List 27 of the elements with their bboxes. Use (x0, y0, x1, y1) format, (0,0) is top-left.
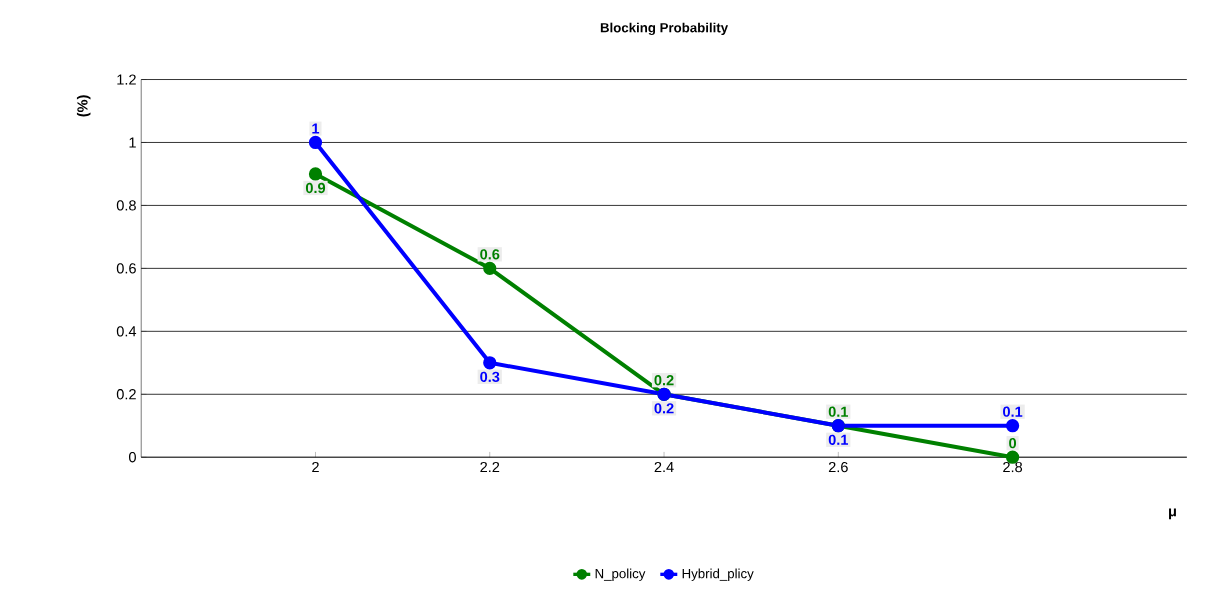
data-label: 0.2 (654, 374, 674, 386)
x-axis-title: μ (1169, 508, 1176, 519)
data-label: 1 (312, 123, 320, 134)
data-label: 0.6 (480, 248, 500, 260)
data-label: 0.9 (305, 182, 326, 193)
legend-label: Hybrid_plicy (682, 568, 754, 581)
legend-label: N_policy (595, 568, 646, 581)
data-label: 0.1 (828, 406, 849, 417)
data-label: 0 (1009, 437, 1017, 449)
data-label: 0.2 (654, 402, 674, 414)
x-tick-label: 2 (312, 461, 319, 472)
x-tick-label: 2.2 (480, 461, 500, 472)
x-tick-label: 2.8 (1003, 461, 1023, 473)
y-tick-label: 0.4 (116, 325, 137, 337)
y-tick-label: 0 (128, 451, 136, 463)
x-tick-label: 2.6 (828, 461, 848, 473)
y-tick-label: 0.6 (116, 263, 136, 274)
x-tick-label: 2.4 (654, 461, 674, 472)
chart-title: Blocking Probability (600, 22, 729, 35)
data-label: 0.1 (828, 434, 849, 445)
data-label: 0.3 (480, 371, 500, 382)
y-tick-label: 0.8 (116, 200, 136, 211)
y-axis-title: (%) (76, 95, 91, 117)
y-tick-label: 1 (129, 137, 136, 148)
data-label: 0.1 (1003, 406, 1023, 417)
y-tick-label: 1.2 (117, 74, 136, 85)
y-tick-label: 0.2 (116, 388, 136, 400)
